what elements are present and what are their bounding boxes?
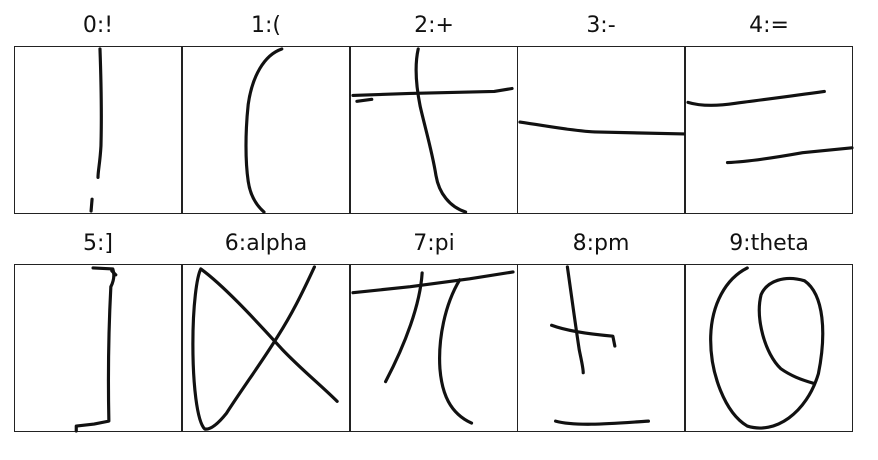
panel-1-open-paren [182, 46, 350, 214]
handwritten-plus-minus-glyph [550, 265, 651, 426]
panel-9-theta [685, 264, 853, 432]
handwritten-pi-glyph [351, 270, 515, 425]
panel-6-alpha [182, 264, 350, 432]
handwritten-plus-glyph [351, 47, 514, 214]
handwritten-open-paren-glyph [244, 47, 284, 214]
handwritten-close-bracket-glyph [74, 266, 118, 433]
panel-label-3: 3:- [586, 13, 616, 38]
panel-label-5: 5:] [83, 231, 113, 256]
panel-label-8: 8:pm [572, 231, 630, 256]
handwritten-minus-glyph [518, 120, 686, 136]
panel-2-plus [350, 46, 518, 214]
panel-label-7: 7:pi [413, 231, 455, 256]
panel-label-2: 2:+ [414, 13, 454, 38]
panel-label-6: 6:alpha [224, 231, 308, 256]
handwritten-theta-glyph [709, 266, 825, 430]
handwritten-equals-glyph [686, 89, 854, 165]
panel-label-1: 1:( [251, 13, 281, 38]
handwritten-alpha-glyph [191, 265, 339, 431]
handwritten-exclamation-glyph [89, 47, 103, 213]
panel-5-close-bracket [14, 264, 182, 433]
panel-label-9: 9:theta [729, 231, 809, 256]
panel-8-plus-minus [517, 264, 685, 432]
panel-label-4: 4:= [749, 13, 789, 38]
panel-0-exclamation [14, 46, 182, 214]
panel-7-pi [350, 264, 518, 432]
panel-4-equals [685, 46, 854, 214]
panel-3-minus [517, 46, 686, 214]
panel-label-0: 0:! [82, 13, 114, 38]
